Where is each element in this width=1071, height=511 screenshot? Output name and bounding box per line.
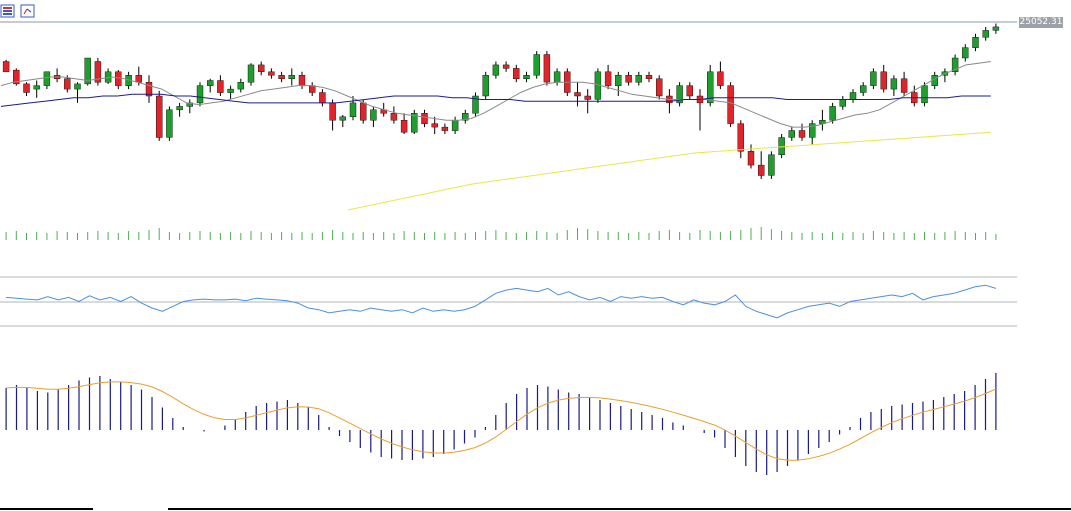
candle-body [635, 75, 642, 83]
candle-body [543, 54, 551, 83]
candle-body [43, 71, 51, 86]
candle-body [64, 78, 71, 90]
current-price-label: 25052.31 [1019, 17, 1063, 28]
candle-body [349, 102, 357, 117]
candle-body [951, 57, 959, 73]
candle-body [615, 75, 622, 86]
candle-body [400, 119, 408, 133]
candle-body [176, 106, 183, 111]
candle-body [258, 64, 265, 73]
candle-body [319, 92, 326, 104]
candle-body [94, 61, 102, 83]
candle-body [747, 151, 755, 166]
candle-body [686, 85, 693, 97]
candle-body [972, 37, 979, 48]
candle-body [84, 57, 91, 85]
candle-body [982, 30, 989, 38]
candle-body [462, 113, 469, 121]
candle-body [849, 92, 857, 100]
candle-body [656, 78, 663, 97]
candle-body [431, 123, 438, 128]
ma-fast-line [0, 61, 991, 128]
candle-body [880, 71, 887, 90]
candle-body [421, 113, 428, 124]
candle-body [839, 99, 846, 107]
candle-body [962, 47, 969, 59]
bar-list-icon[interactable] [0, 4, 16, 18]
candle-body [135, 75, 143, 83]
candle-body [829, 106, 836, 121]
candle-body [533, 54, 540, 76]
candle-body [625, 75, 632, 83]
candle-body [298, 75, 306, 86]
candle-body [2, 61, 10, 73]
candle-body [166, 109, 173, 138]
candle-body [523, 75, 530, 80]
candle-body [574, 92, 581, 97]
candle-body [921, 85, 928, 104]
candle-body [513, 68, 520, 80]
candle-body [390, 113, 398, 121]
pane-divider-left [0, 508, 93, 510]
candle-body [206, 80, 214, 86]
candle-body [553, 71, 561, 83]
candle-body [809, 123, 816, 138]
candle-body [860, 85, 867, 93]
candle-body [778, 137, 785, 155]
ma-slow-line [347, 131, 991, 211]
candle-body [155, 95, 163, 138]
candle-body [890, 78, 898, 90]
candle-body [237, 81, 245, 90]
candle-body [217, 80, 224, 93]
candle-body [451, 119, 459, 131]
candle-body [645, 75, 653, 80]
candle-body [798, 130, 806, 138]
ma-mid-line [0, 93, 991, 107]
candle-body [502, 64, 510, 69]
candle-body [472, 95, 479, 114]
candle-body [74, 83, 81, 90]
candle-body [584, 95, 591, 100]
candle-body [268, 71, 275, 76]
candle-body [758, 164, 765, 176]
chart-layout-icon[interactable] [20, 4, 36, 18]
candle-body [278, 75, 285, 80]
candle-body [788, 130, 795, 138]
candle-body [329, 102, 336, 121]
candle-body [992, 26, 1000, 31]
candle-body [870, 71, 877, 86]
candle-body [717, 71, 724, 86]
candle-body [115, 71, 122, 86]
candle-body [900, 78, 908, 93]
candle-body [288, 75, 295, 80]
candle-body [604, 71, 612, 86]
candle-body [247, 64, 255, 83]
candle-body [370, 109, 377, 121]
candle-body [23, 83, 30, 93]
candle-body [676, 85, 683, 104]
candle-body [339, 116, 346, 121]
pane-divider-right [168, 508, 1071, 510]
candle-body [411, 113, 418, 133]
candle-body [441, 126, 449, 131]
candle-body [707, 71, 714, 104]
macd-signal-line [6, 381, 997, 461]
candle-body [33, 85, 40, 90]
candle-body [737, 123, 744, 152]
candle-body [13, 69, 20, 85]
candle-body [482, 75, 489, 97]
candle-body [145, 81, 153, 97]
candle-body [360, 102, 367, 121]
candle-body [768, 154, 775, 176]
rsi-line [6, 284, 997, 319]
candle-body [492, 64, 500, 76]
candle-body [196, 85, 204, 104]
candle-body [727, 85, 734, 124]
candle-body [227, 88, 234, 93]
